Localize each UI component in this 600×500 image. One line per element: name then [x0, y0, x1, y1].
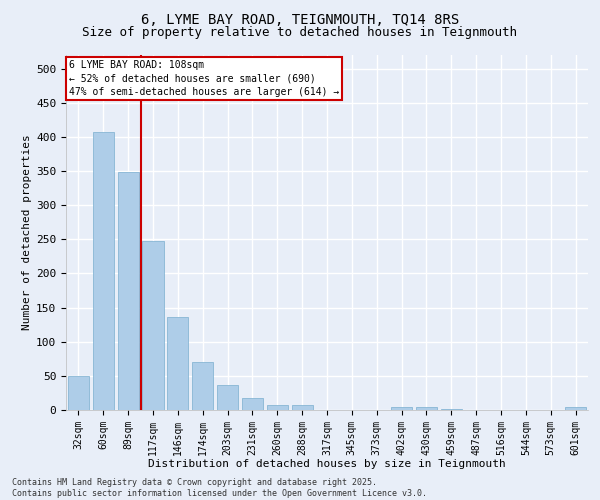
Text: Contains HM Land Registry data © Crown copyright and database right 2025.
Contai: Contains HM Land Registry data © Crown c…	[12, 478, 427, 498]
Bar	[416, 408, 437, 410]
Bar	[267, 405, 288, 410]
Y-axis label: Number of detached properties: Number of detached properties	[22, 134, 32, 330]
Bar	[167, 317, 188, 410]
Bar	[565, 408, 586, 410]
Bar	[391, 406, 412, 410]
Text: Size of property relative to detached houses in Teignmouth: Size of property relative to detached ho…	[83, 26, 517, 39]
Bar	[68, 376, 89, 410]
Bar	[142, 242, 164, 410]
Bar	[292, 405, 313, 410]
Bar	[242, 398, 263, 410]
Text: 6, LYME BAY ROAD, TEIGNMOUTH, TQ14 8RS: 6, LYME BAY ROAD, TEIGNMOUTH, TQ14 8RS	[141, 12, 459, 26]
Bar	[118, 172, 139, 410]
Bar	[192, 362, 213, 410]
X-axis label: Distribution of detached houses by size in Teignmouth: Distribution of detached houses by size …	[148, 459, 506, 469]
Bar	[93, 132, 114, 410]
Bar	[217, 386, 238, 410]
Bar	[441, 408, 462, 410]
Text: 6 LYME BAY ROAD: 108sqm
← 52% of detached houses are smaller (690)
47% of semi-d: 6 LYME BAY ROAD: 108sqm ← 52% of detache…	[68, 60, 339, 96]
